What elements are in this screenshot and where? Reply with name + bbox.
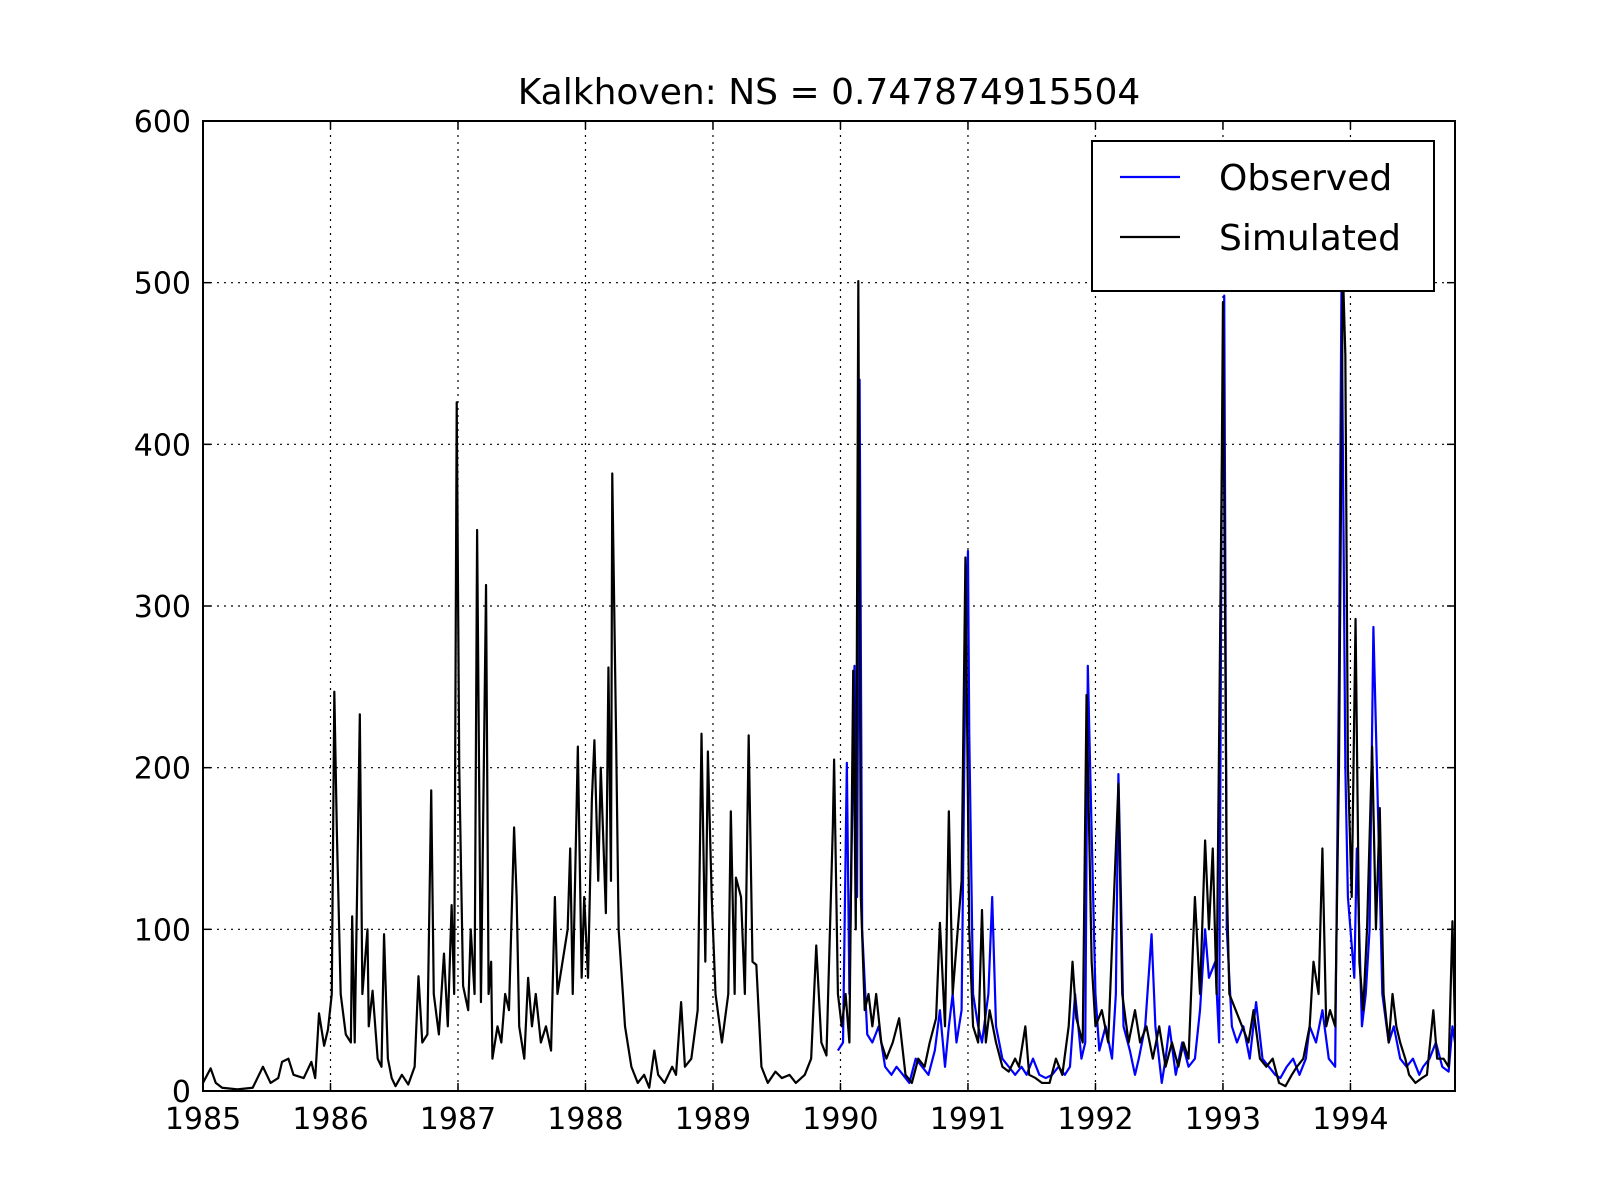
x-tick-label: 1993	[1185, 1102, 1261, 1137]
x-tick-label: 1985	[165, 1102, 241, 1137]
x-tick-label: 1994	[1312, 1102, 1388, 1137]
plot-frame	[202, 120, 1456, 1092]
x-tick-label: 1989	[675, 1102, 751, 1137]
y-tick-label: 0	[172, 1075, 191, 1110]
x-tick-label: 1991	[930, 1102, 1006, 1137]
y-tick-label: 600	[134, 105, 191, 140]
legend-box	[1091, 140, 1435, 292]
y-tick-label: 200	[134, 752, 191, 787]
x-tick-label: 1986	[292, 1102, 368, 1137]
legend-label: Observed	[1219, 158, 1392, 199]
series-line	[202, 265, 1457, 1091]
y-tick-label: 100	[134, 913, 191, 948]
legend-label: Simulated	[1219, 218, 1401, 259]
x-tick-label: 1990	[802, 1102, 878, 1137]
y-tick-label: 500	[134, 267, 191, 302]
chart-title: Kalkhoven: NS = 0.747874915504	[518, 72, 1141, 113]
series-line	[836, 273, 1457, 1085]
y-tick-label: 400	[134, 428, 191, 463]
x-tick-label: 1988	[547, 1102, 623, 1137]
x-tick-label: 1992	[1057, 1102, 1133, 1137]
y-tick-label: 300	[134, 590, 191, 625]
x-tick-label: 1987	[420, 1102, 496, 1137]
